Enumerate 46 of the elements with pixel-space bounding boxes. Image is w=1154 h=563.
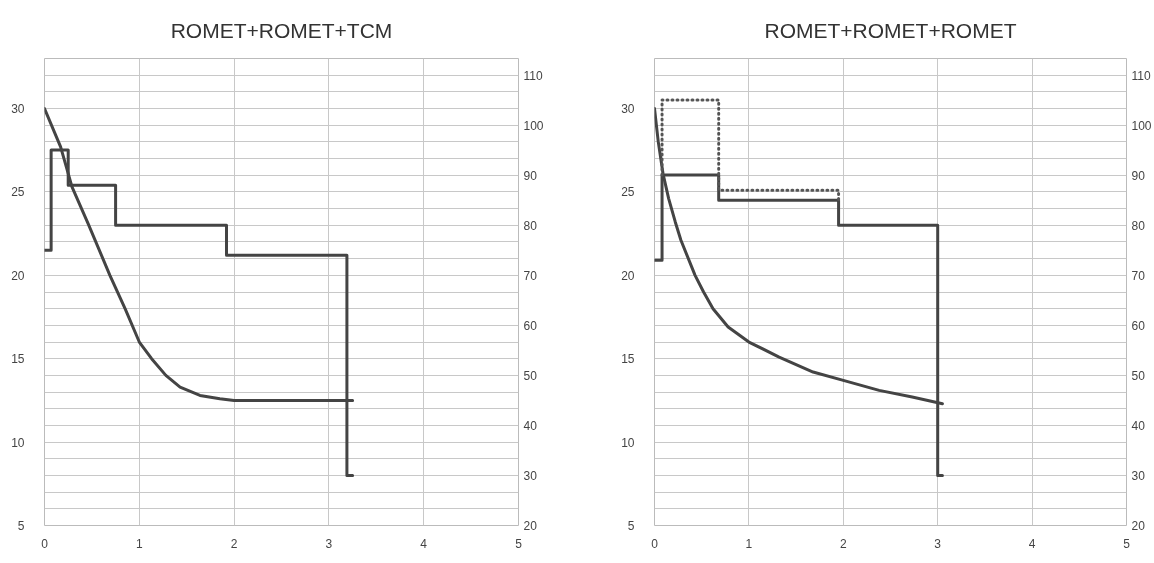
- x-tick-label: 2: [230, 536, 238, 551]
- y2-tick-label: 110: [523, 68, 543, 83]
- x-tick-label: 5: [515, 536, 523, 551]
- y-tick-label: 10: [621, 435, 635, 450]
- y2-tick-label: 40: [523, 418, 538, 433]
- y2-tick-label: 70: [1131, 268, 1146, 283]
- y2-tick-label: 100: [523, 118, 544, 133]
- y-tick-label: 20: [11, 268, 25, 283]
- y2-tick-label: 110: [1131, 68, 1151, 83]
- x-tick-label: 3: [325, 536, 333, 551]
- y2-tick-label: 50: [523, 368, 538, 383]
- y2-tick-label: 70: [523, 268, 538, 283]
- y-tick-label: 10: [11, 435, 25, 450]
- y-tick-label: 5: [627, 519, 635, 533]
- x-tick-label: 3: [934, 536, 942, 551]
- y-tick-label: 30: [621, 102, 635, 117]
- y2-tick-label: 80: [1131, 218, 1146, 233]
- y2-tick-label: 80: [523, 218, 538, 233]
- y-tick-label: 20: [621, 268, 635, 283]
- x-tick-label: 0: [651, 536, 659, 551]
- y-tick-label: 5: [17, 519, 25, 533]
- x-tick-label: 0: [41, 536, 49, 551]
- chart-title: ROMET+ROMET+TCM: [170, 18, 393, 42]
- x-tick-label: 4: [1028, 536, 1036, 551]
- x-tick-label: 1: [745, 536, 753, 551]
- y-tick-label: 15: [621, 352, 635, 367]
- y-tick-label: 25: [621, 185, 635, 200]
- y2-tick-label: 30: [1131, 468, 1146, 483]
- y2-tick-label: 90: [1131, 168, 1146, 183]
- chart-title: ROMET+ROMET+ROMET: [764, 18, 1017, 42]
- x-tick-label: 1: [135, 536, 143, 551]
- y-tick-label: 15: [11, 352, 25, 367]
- y2-tick-label: 20: [523, 519, 538, 533]
- y2-tick-label: 60: [523, 318, 538, 333]
- y2-tick-label: 50: [1131, 368, 1146, 383]
- y2-tick-label: 30: [523, 468, 538, 483]
- y2-tick-label: 20: [1131, 519, 1146, 533]
- y2-tick-label: 90: [523, 168, 538, 183]
- y2-tick-label: 100: [1131, 118, 1152, 133]
- y2-tick-label: 60: [1131, 318, 1146, 333]
- y2-tick-label: 40: [1131, 418, 1146, 433]
- y-tick-label: 25: [11, 185, 25, 200]
- x-tick-label: 5: [1123, 536, 1131, 551]
- y-tick-label: 30: [11, 102, 25, 117]
- x-tick-label: 4: [420, 536, 428, 551]
- x-tick-label: 2: [839, 536, 847, 551]
